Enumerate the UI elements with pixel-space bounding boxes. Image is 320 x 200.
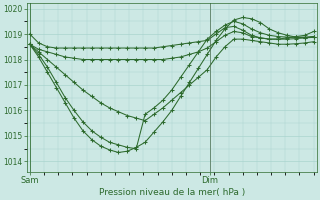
- X-axis label: Pression niveau de la mer( hPa ): Pression niveau de la mer( hPa ): [99, 188, 245, 197]
